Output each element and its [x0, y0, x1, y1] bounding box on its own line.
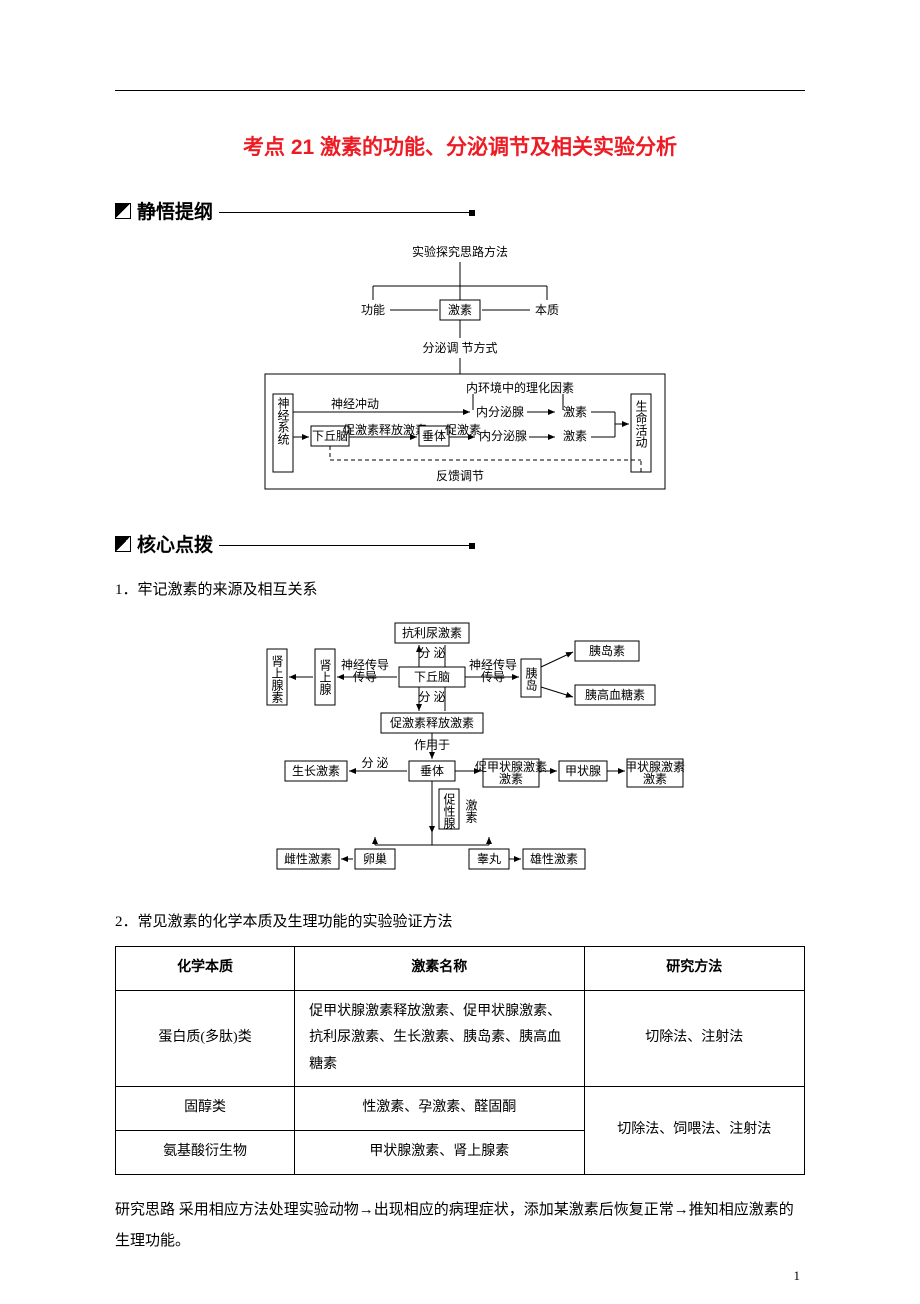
d2-gonado: 促性腺: [442, 792, 456, 829]
cell-name: 性激素、孕激素、醛固酮: [295, 1087, 584, 1131]
conclusion: 研究思路 采用相应方法处理实验动物→出现相应的病理症状，添加某激素后恢复正常→推…: [115, 1195, 805, 1258]
d2-islet: 胰岛: [524, 666, 538, 691]
d1-essence: 本质: [535, 303, 559, 317]
section-label: 静悟提纲: [137, 197, 213, 224]
d2-pit: 垂体: [420, 764, 444, 778]
svg-text:激素: 激素: [499, 772, 523, 786]
section-header-outline: 静悟提纲: [115, 197, 805, 224]
d2-ovary: 卵巢: [363, 852, 387, 866]
d1-troph: 促激素: [445, 423, 481, 437]
d2-act: 作用于: [414, 738, 450, 752]
triangle-marker-icon: [115, 536, 131, 552]
section-underline: [219, 545, 469, 546]
d2-thyroid: 甲状腺: [565, 764, 601, 778]
d2-testis: 睾丸: [477, 851, 501, 866]
d2-hypo: 下丘脑: [414, 670, 450, 684]
cell-name: 甲状腺激素、肾上腺素: [295, 1130, 584, 1174]
d2-releasing: 促激素释放激素: [390, 715, 474, 730]
d2-androgen: 雄性激素: [530, 851, 578, 866]
col-method: 研究方法: [584, 947, 805, 991]
point-1: 1．牢记激素的来源及相互关系: [115, 575, 805, 607]
point-2: 2．常见激素的化学本质及生理功能的实验验证方法: [115, 907, 805, 939]
cell-method: 切除法、饲喂法、注射法: [584, 1087, 805, 1174]
d2-gh: 生长激素: [292, 764, 340, 778]
cell-nature: 氨基酸衍生物: [116, 1130, 295, 1174]
d1-mode: 分泌调 节方式: [422, 340, 497, 355]
svg-text:激素: 激素: [643, 772, 667, 786]
d2-adrenaline: 肾上腺素: [270, 654, 284, 702]
hormone-table: 化学本质 激素名称 研究方法 蛋白质(多肽)类 促甲状腺激素释放激素、促甲状腺激…: [115, 946, 805, 1175]
dot-icon: [469, 543, 475, 549]
d1-gland1: 内分泌腺: [476, 405, 524, 419]
d1-func: 功能: [361, 303, 385, 317]
d1-gland2: 内分泌腺: [479, 429, 527, 443]
col-name: 激素名称: [295, 947, 584, 991]
d1-top: 实验探究思路方法: [412, 244, 508, 259]
d2-secrete2: 分 泌: [418, 690, 445, 704]
d2-adrenal: 肾上腺: [318, 658, 332, 695]
cell-method: 切除法、注射法: [584, 990, 805, 1087]
section-label: 核心点拨: [137, 530, 213, 557]
d2-gonado2: 激素: [464, 798, 478, 822]
top-rule: [115, 90, 805, 91]
d1-env: 内环境中的理化因素: [466, 380, 574, 395]
d1-impulse: 神经冲动: [331, 396, 379, 411]
d2-glucagon: 胰高血糖素: [585, 687, 645, 702]
d1-ns: 神经系统: [276, 397, 290, 445]
section-header-core: 核心点拨: [115, 530, 805, 557]
d2-insulin: 胰岛素: [589, 643, 625, 658]
table-row: 蛋白质(多肽)类 促甲状腺激素释放激素、促甲状腺激素、抗利尿激素、生长激素、胰岛…: [116, 990, 805, 1087]
d2-estrogen: 雌性激素: [284, 851, 332, 866]
d1-life: 生命活动: [634, 400, 648, 448]
d2-adh: 抗利尿激素: [402, 625, 462, 640]
d1-horm2: 激素: [563, 429, 587, 443]
d1-pit: 垂体: [422, 429, 446, 443]
table-header-row: 化学本质 激素名称 研究方法: [116, 947, 805, 991]
diagram-sources: 抗利尿激素 分 泌 肾上腺素 肾上腺 神经传导 传导 下丘脑 神经传导 传导 胰…: [115, 619, 805, 879]
diagram-regulation: 实验探究思路方法 功能 激素 本质 分泌调 节方式 内环境中的理化因素 神经系统…: [115, 242, 805, 502]
d1-release: 促激素释放激素: [343, 422, 427, 437]
cell-name: 促甲状腺激素释放激素、促甲状腺激素、抗利尿激素、生长激素、胰岛素、胰高血糖素: [295, 990, 584, 1087]
table-row: 固醇类 性激素、孕激素、醛固酮 切除法、饲喂法、注射法: [116, 1087, 805, 1131]
d2-secrete3: 分 泌: [361, 756, 388, 770]
dot-icon: [469, 210, 475, 216]
triangle-marker-icon: [115, 203, 131, 219]
d1-feedback: 反馈调节: [436, 469, 484, 483]
cell-nature: 固醇类: [116, 1087, 295, 1131]
page-number: 1: [794, 1268, 801, 1284]
d2-secrete1: 分 泌: [418, 646, 445, 660]
section-underline: [219, 212, 469, 213]
cell-nature: 蛋白质(多肽)类: [116, 990, 295, 1087]
col-nature: 化学本质: [116, 947, 295, 991]
d1-horm1: 激素: [563, 405, 587, 419]
page-title: 考点 21 激素的功能、分泌调节及相关实验分析: [115, 131, 805, 161]
d1-hormone: 激素: [448, 303, 472, 317]
